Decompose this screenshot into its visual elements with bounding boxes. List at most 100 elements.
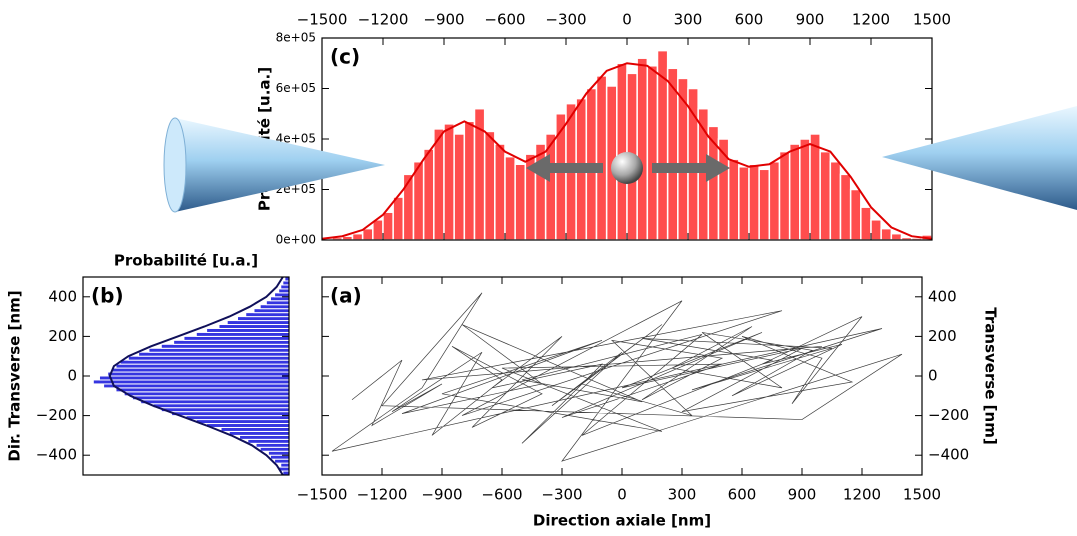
bar [829,160,842,241]
x-tick-label: −300 [545,11,586,29]
bar [103,383,290,389]
x-axis-label: Direction axiale [nm] [533,512,711,530]
bar [92,379,290,385]
bar [758,168,771,241]
bar [494,143,506,241]
x-tick-label: 900 [796,11,825,29]
x-tick-label: 1200 [852,11,890,29]
bar [237,316,290,322]
bar [195,331,290,337]
y-tick-label: 0 [928,367,938,385]
bar [226,320,290,326]
y-tick-label: 0e+00 [276,233,316,247]
bar [453,133,466,241]
y-tick-label: 200 [928,327,957,345]
arrow-left-head [526,154,550,182]
x-tick-label: −1500 [297,11,348,29]
x-tick-label: 300 [674,11,703,29]
bar [860,206,872,241]
bar [160,343,290,349]
bar [206,423,290,428]
bar [255,442,290,448]
y-axis-label: Transverse [nm] [982,307,1000,444]
bar [768,160,781,241]
x-tick-label: 900 [788,486,817,504]
bar [259,304,290,310]
right-tip [882,106,1077,210]
bar [274,292,290,298]
bar [504,155,516,241]
bar [372,219,384,241]
bar [267,450,290,456]
bar [280,462,290,468]
bar [206,327,290,333]
panel-label: (b) [91,284,124,308]
bar [115,363,290,369]
bar [160,407,290,413]
left-tip-base [163,117,187,213]
bar [220,426,290,432]
y-tick-label: 8e+05 [276,31,316,45]
x-axis-label: Probabilité [u.a.] [114,252,258,270]
bar [152,403,290,409]
bar [127,355,290,361]
bar [819,150,832,241]
bar [171,411,290,417]
bar [514,163,527,241]
bar [280,284,290,290]
arrow-right-head [706,154,730,182]
bar [131,395,290,401]
bar [839,173,852,241]
particle [611,152,643,184]
bar [809,133,821,241]
bar [463,120,476,241]
x-tick-label: 300 [668,486,697,504]
bar [738,166,750,241]
x-tick-label: −300 [541,486,582,504]
bar [880,227,893,241]
bar [616,62,628,241]
bar [265,300,290,306]
bar [870,219,882,241]
y-tick-label: 0 [67,367,77,385]
bar [788,143,801,241]
y-tick-label: 400 [928,287,957,305]
x-tick-label: −1500 [297,486,348,504]
y-tick-label: 200 [48,327,77,345]
bar [361,227,374,241]
bar [228,430,290,436]
bar [218,324,290,329]
y-tick-label: −400 [928,446,969,464]
bar [890,232,903,241]
x-tick-label: 600 [728,486,757,504]
bar [148,347,290,353]
bar [195,419,290,425]
bar [173,339,290,345]
bar [98,375,290,381]
bar [443,123,455,241]
bar [849,188,862,241]
bar [382,211,394,241]
bar [253,308,290,314]
bar [595,75,608,241]
bar [111,367,290,373]
y-tick-label: −200 [928,406,969,424]
panel-label: (a) [330,284,362,308]
illustration [163,106,1077,213]
fit-curve [108,276,284,476]
bar [666,67,679,241]
x-tick-label: 1500 [913,11,951,29]
x-tick-label: 1500 [903,486,941,504]
y-tick-label: 4e+05 [276,132,316,146]
x-tick-label: 1200 [843,486,881,504]
bar [677,77,689,241]
bar [555,113,567,241]
bar [269,454,290,460]
bar [351,232,364,241]
x-tick-label: −1200 [357,486,408,504]
x-tick-label: 600 [735,11,764,29]
bar [239,434,290,440]
bar [422,148,435,241]
panel-label: (c) [330,45,360,69]
x-tick-label: 0 [617,486,627,504]
